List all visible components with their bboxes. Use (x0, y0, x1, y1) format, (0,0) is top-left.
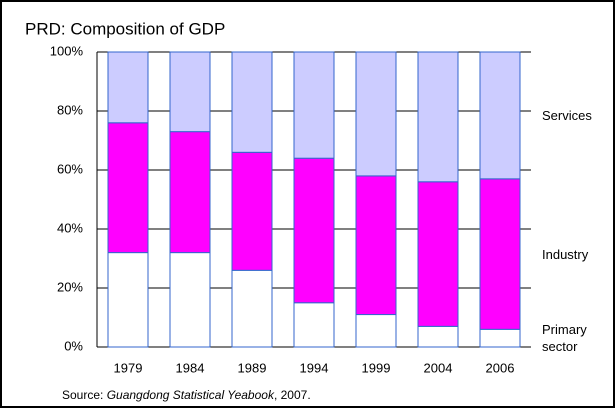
bar-segment (231, 269, 273, 348)
bar-segment (479, 178, 521, 330)
bar-segment (231, 51, 273, 153)
bar-segment (107, 122, 149, 254)
y-tick-label: 100% (50, 43, 84, 58)
y-tick-label: 80% (57, 102, 83, 117)
bar-segment (169, 51, 211, 133)
y-tick-label: 20% (57, 279, 83, 294)
bar-segment (417, 325, 459, 348)
bar-segment (355, 314, 397, 348)
bar-segment (479, 51, 521, 180)
bar-segment (231, 151, 273, 271)
bar-segment (107, 252, 149, 348)
source-suffix: , 2007. (274, 388, 311, 402)
source-prefix: Source: (62, 388, 107, 402)
bar-segment (169, 252, 211, 348)
series-label: Services (542, 107, 592, 123)
x-tick-label: 1984 (176, 360, 205, 375)
x-tick-label: 1989 (238, 360, 267, 375)
series-label: Industry (542, 246, 589, 262)
bar-segment (355, 175, 397, 316)
bar-segment (293, 51, 335, 159)
bar-segment (169, 131, 211, 254)
bar-segment (417, 181, 459, 327)
bar-segment (355, 51, 397, 177)
series-label: Primary sector (542, 322, 587, 355)
x-tick-label: 2006 (486, 360, 515, 375)
x-tick-label: 1979 (114, 360, 143, 375)
bar-segment (107, 51, 149, 124)
x-tick-label: 2004 (424, 360, 453, 375)
chart-title: PRD: Composition of GDP (25, 19, 225, 38)
x-tick-label: 1999 (362, 360, 391, 375)
y-tick-label: 0% (64, 338, 83, 353)
source-title: Guangdong Statistical Yeabook (107, 388, 275, 402)
bar-segment (417, 51, 459, 183)
y-tick-label: 60% (57, 161, 83, 176)
source: Source: Guangdong Statistical Yeabook, 2… (62, 388, 311, 402)
bar-segment (479, 328, 521, 348)
x-tick-label: 1994 (300, 360, 329, 375)
y-tick-label: 40% (57, 220, 83, 235)
bar-segment (293, 157, 335, 304)
bar-segment (293, 302, 335, 348)
